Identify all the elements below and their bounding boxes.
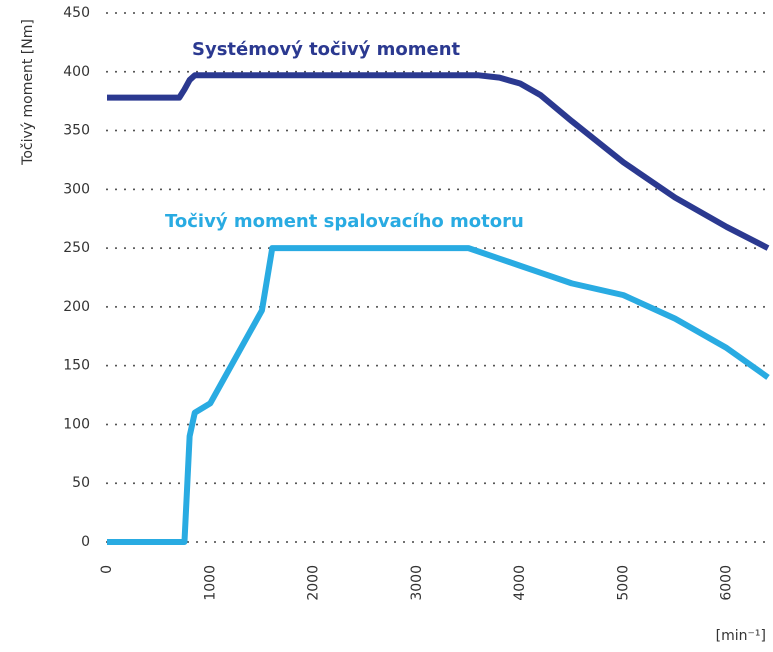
series-label: Točivý moment spalovacího motoru [165,211,524,232]
x-tick-label: 1000 [202,565,218,601]
x-tick-label: 6000 [719,565,735,601]
y-tick-label: 0 [81,534,90,550]
y-axis-label: Točivý moment [Nm] [20,19,36,166]
x-tick-label: 4000 [512,565,528,601]
y-tick-label: 350 [63,123,90,139]
x-tick-label: 3000 [409,565,425,601]
y-tick-label: 200 [63,299,90,315]
x-tick-label: 0 [99,565,115,574]
y-tick-label: 150 [63,358,90,374]
y-tick-label: 400 [63,64,90,80]
y-tick-label: 100 [63,416,90,432]
y-tick-label: 50 [72,475,90,491]
x-tick-label: 5000 [615,565,631,601]
series-label: Systémový točivý moment [192,39,461,60]
y-tick-label: 250 [63,240,90,256]
x-axis-label: [min⁻¹] [716,628,766,644]
y-tick-label: 300 [63,181,90,197]
y-tick-label: 450 [63,5,90,21]
x-tick-label: 2000 [306,565,322,601]
series-line [107,72,770,251]
series-line [107,245,770,545]
